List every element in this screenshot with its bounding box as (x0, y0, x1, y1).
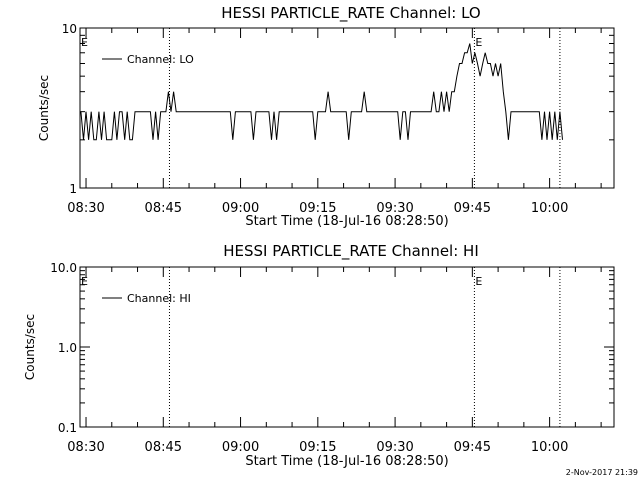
lo-chart-title: HESSI PARTICLE_RATE Channel: LO (221, 4, 480, 23)
lo-event-marker-e: E (475, 36, 482, 49)
hi-x-tick-label: 09:45 (454, 440, 491, 455)
lo-series-line (80, 43, 563, 141)
lo-y-tick-label: 10 (62, 22, 77, 36)
hi-y-tick-label: 0.1 (58, 421, 77, 435)
hi-event-marker-e: E (81, 275, 88, 288)
hi-x-tick-label: 09:00 (222, 440, 259, 455)
lo-x-axis-label: Start Time (18-Jul-16 08:28:50) (245, 214, 448, 229)
footer-timestamp: 2-Nov-2017 21:39 (566, 468, 638, 477)
lo-x-tick-label: 09:45 (454, 201, 491, 216)
hi-chart-title: HESSI PARTICLE_RATE Channel: HI (223, 242, 479, 261)
hi-plot-frame (79, 266, 615, 428)
lo-event-marker-e: E (81, 36, 88, 49)
lo-x-tick-label: 09:00 (222, 201, 259, 216)
lo-channel-panel: HESSI PARTICLE_RATE Channel: LO 1 10 08:30 0… (37, 4, 615, 229)
lo-y-tick-label: 1 (69, 182, 77, 196)
hi-x-tick-label: 09:15 (299, 440, 336, 455)
lo-x-tick-label: 09:15 (299, 201, 336, 216)
hi-event-marker-e: E (475, 275, 482, 288)
hi-x-tick-label: 08:30 (67, 440, 104, 455)
lo-plot-frame (79, 27, 615, 189)
hi-x-tick-label: 10:00 (531, 440, 568, 455)
hi-y-tick-label: 1.0 (58, 341, 77, 355)
hi-legend-label: Channel: HI (127, 292, 191, 305)
hi-x-tick-label: 09:30 (376, 440, 413, 455)
lo-x-tick-label: 09:30 (376, 201, 413, 216)
lo-x-tick-label: 08:45 (145, 201, 182, 216)
lo-x-tick-label: 08:30 (67, 201, 104, 216)
lo-x-tick-label: 10:00 (531, 201, 568, 216)
hi-x-axis-label: Start Time (18-Jul-16 08:28:50) (245, 454, 448, 469)
lo-y-axis-label: Counts/sec (37, 75, 51, 141)
hi-y-axis-label: Counts/sec (23, 314, 37, 380)
lo-legend-label: Channel: LO (127, 53, 194, 66)
hi-channel-panel: HESSI PARTICLE_RATE Channel: HI 0.1 1.0 10.… (23, 242, 615, 469)
hi-y-tick-label: 10.0 (50, 261, 77, 275)
hi-x-tick-label: 08:45 (145, 440, 182, 455)
